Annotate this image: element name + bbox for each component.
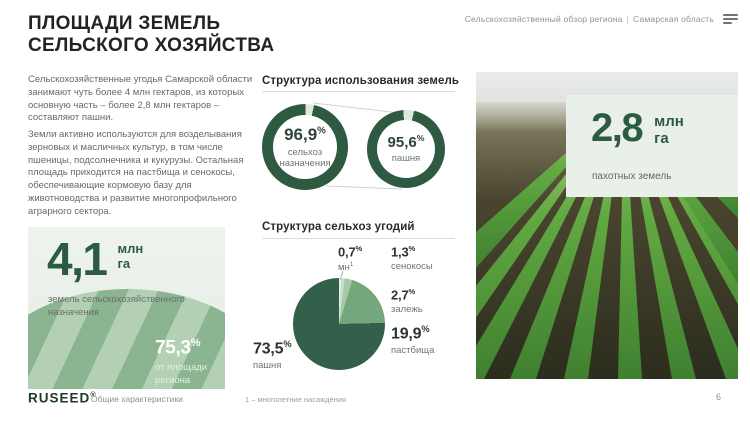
pie-chart-farmland: [293, 278, 385, 370]
pie-value-senokosy: 1,3%: [391, 244, 415, 260]
donut-selhoz-center: 96,9% сельхоз назначения: [262, 104, 348, 190]
arable-caption: пахотных земель: [592, 171, 672, 182]
percent-sign: %: [355, 244, 362, 253]
registered-mark: ®: [90, 390, 97, 399]
land-use-divider: [262, 91, 455, 92]
pie-value-pastbishcha: 19,9%: [391, 324, 430, 343]
pie-label-mn: 0,7% мн1: [338, 244, 362, 273]
percent-sign: %: [317, 124, 326, 136]
donut-pashnya-center: 95,6% пашня: [367, 110, 445, 188]
donut-chart-pashnya: 95,6% пашня: [367, 110, 445, 188]
pie-label-pashnya: 73,5% пашня: [253, 339, 292, 372]
pie-value-zalezh: 2,7%: [391, 287, 415, 303]
donut-chart-selhoz: 96,9% сельхоз назначения: [262, 104, 348, 190]
land-use-section-title: Структура использования земель: [262, 75, 460, 87]
pie-name-senokosy: сенокосы: [391, 261, 433, 273]
region-share-caption: от площади региона: [155, 362, 208, 386]
menu-icon[interactable]: [723, 14, 738, 24]
page-title-line2: СЕЛЬСКОГО ХОЗЯЙСТВА: [28, 35, 275, 57]
arable-value: 2,8: [591, 106, 644, 150]
pie-label-senokosy: 1,3% сенокосы: [391, 244, 433, 272]
unit-mln: млн: [654, 113, 684, 130]
total-area-value-row: 4,1 млн га: [47, 233, 144, 285]
unit-mln: млн: [117, 241, 144, 256]
pie-name-pashnya: пашня: [253, 360, 282, 372]
donut-connector-lines: [312, 102, 403, 190]
total-area-caption: земель сельскохозяйственного назначения: [48, 294, 185, 318]
pie-name-mn: мн1: [338, 261, 354, 274]
pie-value-mn: 0,7%: [338, 244, 362, 260]
arable-units: млн га: [654, 113, 684, 148]
field-photo: 2,8 млн га пахотных земель: [476, 72, 738, 379]
breadcrumb-region: Самарская область: [633, 14, 714, 24]
percent-sign: %: [190, 337, 201, 349]
total-area-card: 4,1 млн га земель сельскохозяйственного …: [28, 227, 225, 389]
footnote-marker: 1: [349, 261, 354, 269]
donut-selhoz-label: сельхоз назначения: [279, 146, 331, 169]
breadcrumb-context: Сельскохозяйственный обзор региона: [464, 14, 623, 24]
region-share-value: 75,3%: [155, 337, 201, 359]
donut-pashnya-value: 95,6%: [387, 133, 425, 152]
unit-ga: га: [654, 130, 669, 148]
pie-name-pastbishcha: пастбища: [391, 345, 435, 357]
intro-paragraph-1: Сельскохозяйственные угодья Самарской об…: [28, 74, 253, 124]
pie-name-zalezh: залежь: [391, 304, 423, 316]
pie-value-pashnya: 73,5%: [253, 339, 292, 358]
breadcrumb: Сельскохозяйственный обзор региона | Самар…: [465, 14, 714, 24]
header: Сельскохозяйственный обзор региона | Самар…: [465, 14, 738, 24]
percent-sign: %: [283, 339, 292, 349]
page-title-line1: ПЛОЩАДИ ЗЕМЕЛЬ: [28, 13, 221, 34]
arable-land-card: 2,8 млн га пахотных земель: [566, 95, 738, 197]
percent-sign: %: [408, 287, 415, 296]
donut-selhoz-value: 96,9%: [284, 124, 326, 144]
page-number: 6: [716, 392, 722, 402]
total-area-value: 4,1: [47, 233, 108, 285]
footer-footnote: 1 – многолетние насаждения: [245, 395, 347, 404]
percent-sign: %: [416, 133, 425, 144]
donut-pashnya-label: пашня: [391, 153, 421, 165]
unit-ga: га: [117, 255, 131, 271]
region-share-badge: 75,3% от площади региона: [155, 337, 207, 387]
farmland-divider: [262, 238, 455, 239]
striped-hill-graphic: [28, 289, 225, 389]
pie-label-pastbishcha: 19,9% пастбища: [391, 324, 434, 356]
ruseed-logo: RUSEED®: [28, 390, 97, 406]
page-title: ПЛОЩАДИ ЗЕМЕЛЬ СЕЛЬСКОГО ХОЗЯЙСТВА: [28, 13, 274, 58]
percent-sign: %: [421, 324, 430, 334]
breadcrumb-divider: |: [626, 14, 630, 24]
percent-sign: %: [408, 244, 415, 253]
total-area-units: млн га: [117, 241, 144, 272]
farmland-section-title: Структура сельхоз угодий: [262, 221, 415, 233]
arable-value-row: 2,8 млн га: [591, 107, 684, 149]
intro-paragraph-2: Земли активно используются для возделыва…: [28, 129, 244, 217]
footer-section-label: Общие характеристики: [91, 394, 183, 404]
pie-label-zalezh: 2,7% залежь: [391, 287, 423, 315]
